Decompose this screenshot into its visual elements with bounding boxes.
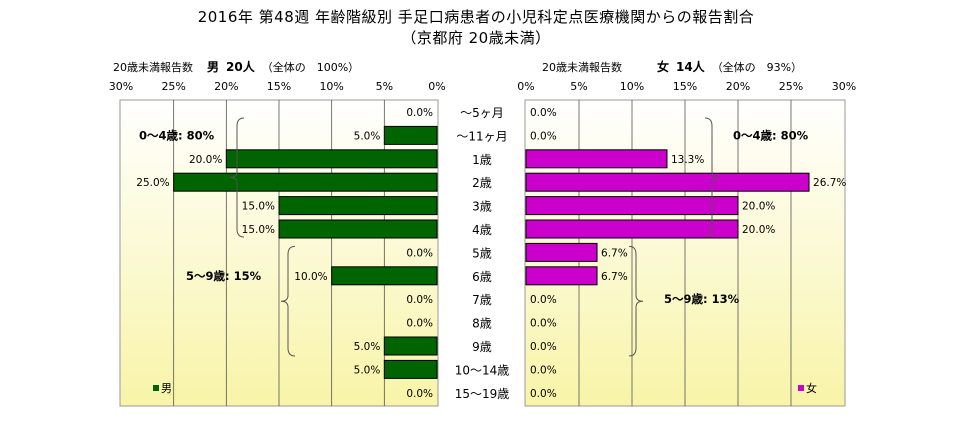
chart-title: 2016年 第48週 年齢階級別 手足口病患者の小児科定点医療機関からの報告割合 — [197, 8, 755, 26]
female-data-label: 20.0% — [742, 224, 775, 236]
male-header-share: （全体の 100%） — [261, 61, 360, 74]
age-group-label: 10～14歳 — [455, 363, 510, 377]
female-data-label: 26.7% — [813, 177, 846, 189]
male-5-9-annotation: 5～9歳: 15% — [186, 269, 262, 283]
male-tick-label: 15% — [267, 80, 291, 93]
female-header: 20歳未満報告数 女 14人 （全体の 93%） — [542, 58, 802, 75]
female-data-label: 6.7% — [601, 271, 628, 283]
male-data-label: 20.0% — [189, 154, 222, 166]
male-tick-label: 10% — [319, 80, 343, 93]
female-tick-label: 5% — [570, 80, 587, 93]
male-data-label: 0.0% — [406, 388, 433, 400]
male-legend-swatch — [153, 385, 159, 391]
male-header: 20歳未満報告数 男 20人 （全体の 100%） — [113, 58, 359, 75]
chart-subtitle: （京都府 20歳未満） — [401, 29, 551, 47]
male-tick-label: 5% — [376, 80, 393, 93]
age-group-label: 9歳 — [472, 340, 492, 354]
age-group-label: 15～19歳 — [455, 387, 510, 401]
male-header-sex: 男 — [207, 60, 220, 74]
male-bar — [173, 172, 438, 192]
age-group-label: ～11ヶ月 — [456, 129, 507, 143]
male-data-label: 25.0% — [136, 177, 169, 189]
male-data-label: 5.0% — [354, 130, 381, 142]
male-data-label: 0.0% — [406, 107, 433, 119]
male-data-label: 0.0% — [406, 318, 433, 330]
male-legend-label: 男 — [161, 382, 172, 395]
male-data-label: 5.0% — [354, 341, 381, 353]
female-data-label: 0.0% — [530, 364, 557, 376]
female-header-label: 20歳未満報告数 — [542, 61, 622, 74]
male-data-label: 0.0% — [406, 294, 433, 306]
female-header-count: 14人 — [675, 60, 705, 74]
male-bar — [383, 125, 438, 145]
age-group-label: 8歳 — [472, 317, 492, 331]
age-group-label: 3歳 — [472, 200, 492, 214]
male-header-label: 20歳未満報告数 — [113, 61, 193, 74]
male-tick-label: 20% — [214, 80, 238, 93]
female-bar — [525, 196, 739, 216]
male-data-label: 5.0% — [354, 364, 381, 376]
female-bar — [525, 172, 810, 192]
female-data-label: 20.0% — [742, 201, 775, 213]
male-bar — [278, 219, 438, 239]
female-data-label: 0.0% — [530, 130, 557, 142]
male-5-9-bracket — [280, 245, 296, 357]
male-bar — [383, 336, 438, 356]
female-tick-label: 25% — [779, 80, 803, 93]
female-bar — [525, 219, 739, 239]
male-data-label: 0.0% — [406, 247, 433, 259]
age-group-label: 6歳 — [472, 270, 492, 284]
female-tick-label: 30% — [832, 80, 856, 93]
female-data-label: 6.7% — [601, 247, 628, 259]
male-bar — [331, 266, 438, 286]
age-group-label: 2歳 — [472, 176, 492, 190]
female-tick-label: 20% — [726, 80, 750, 93]
female-bar — [525, 266, 598, 286]
female-data-label: 0.0% — [530, 318, 557, 330]
male-bar — [278, 196, 438, 216]
female-legend-label: 女 — [806, 381, 817, 395]
female-bar — [525, 242, 598, 262]
male-tick-label: 25% — [161, 80, 185, 93]
age-group-label: ～5ヶ月 — [460, 106, 504, 120]
age-group-label: 5歳 — [472, 246, 492, 260]
male-header-count: 20人 — [226, 60, 255, 74]
male-data-label: 10.0% — [294, 271, 327, 283]
male-tick-label: 30% — [109, 80, 133, 93]
male-tick-label: 0% — [428, 80, 445, 93]
age-group-label: 1歳 — [472, 153, 492, 167]
female-data-label: 0.0% — [530, 294, 557, 306]
female-header-share: （全体の 93%） — [711, 61, 803, 74]
female-tick-label: 10% — [620, 80, 644, 93]
female-data-label: 0.0% — [530, 107, 557, 119]
female-0-4-annotation: 0～4歳: 80% — [733, 128, 809, 142]
male-bar — [383, 359, 438, 379]
age-group-label: 4歳 — [472, 223, 492, 237]
male-0-4-annotation: 0～4歳: 80% — [139, 128, 215, 142]
male-data-label: 15.0% — [242, 224, 275, 236]
male-data-label: 15.0% — [242, 201, 275, 213]
male-0-4-bracket — [229, 117, 245, 238]
age-group-label: 7歳 — [472, 293, 492, 307]
female-data-label: 0.0% — [530, 341, 557, 353]
female-bar — [525, 149, 668, 169]
female-data-label: 13.3% — [671, 154, 704, 166]
female-5-9-bracket — [628, 245, 644, 357]
female-5-9-annotation: 5～9歳: 13% — [664, 292, 740, 306]
female-header-sex: 女 — [656, 60, 669, 74]
female-tick-label: 15% — [673, 80, 697, 93]
female-legend-swatch — [798, 385, 804, 391]
female-0-4-bracket — [704, 117, 720, 238]
female-data-label: 0.0% — [530, 388, 557, 400]
male-bar — [225, 149, 438, 169]
female-tick-label: 0% — [517, 80, 534, 93]
